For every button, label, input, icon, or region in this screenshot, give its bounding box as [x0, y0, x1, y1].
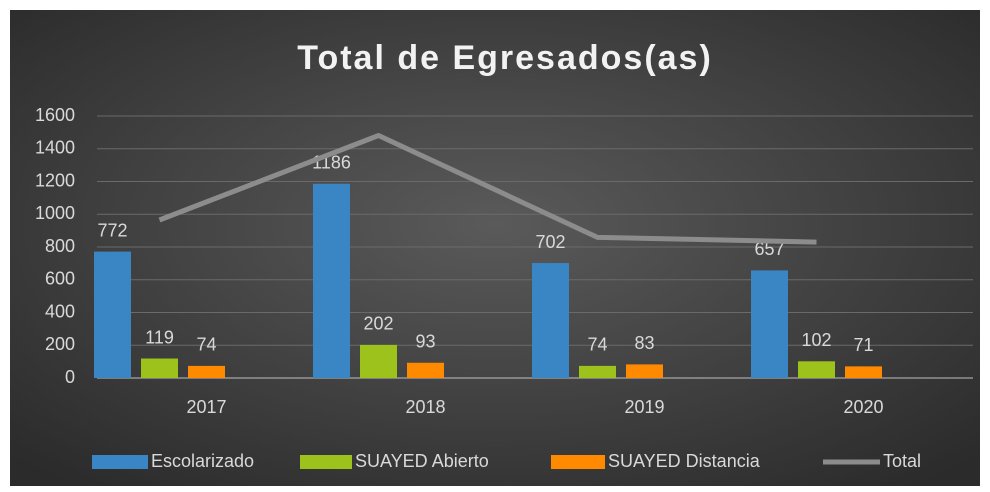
x-tick-label: 2019 [624, 397, 664, 417]
y-tick-label: 400 [45, 301, 75, 321]
y-tick-label: 200 [45, 334, 75, 354]
legend-label: Escolarizado [151, 451, 254, 471]
bar [188, 365, 225, 378]
data-label: 102 [801, 330, 831, 350]
y-tick-label: 1200 [35, 170, 75, 190]
data-label: 71 [853, 335, 873, 355]
y-tick-label: 600 [45, 269, 75, 289]
data-label: 772 [97, 220, 127, 240]
y-tick-label: 1400 [35, 138, 75, 158]
y-tick-label: 1000 [35, 203, 75, 223]
data-label: 93 [415, 332, 435, 352]
x-tick-label: 2018 [405, 397, 445, 417]
bar [798, 361, 835, 378]
data-label: 83 [634, 333, 654, 353]
data-label: 657 [754, 239, 784, 259]
data-label: 119 [145, 327, 174, 347]
line [158, 132, 817, 245]
bar [626, 364, 663, 378]
chart-title: Total de Egresados(as) [297, 39, 713, 77]
bar [845, 366, 882, 378]
bar [141, 358, 178, 378]
y-tick-label: 1600 [35, 105, 75, 125]
legend-label: SUAYED Abierto [355, 451, 489, 471]
legend-label: Total [883, 451, 921, 471]
chart-background [10, 10, 980, 486]
x-tick-label: 2017 [186, 397, 226, 417]
legend-swatch [300, 455, 352, 469]
data-label: 202 [363, 314, 393, 334]
bar [313, 183, 350, 378]
legend-label: SUAYED Distancia [608, 451, 761, 471]
bar [751, 270, 788, 378]
x-tick-label: 2020 [843, 397, 883, 417]
data-label: 702 [535, 232, 565, 252]
bar [579, 365, 616, 378]
bar [407, 362, 444, 378]
data-label: 74 [587, 335, 607, 355]
legend-swatch [551, 455, 605, 469]
data-label: 74 [196, 335, 216, 355]
bar [360, 344, 397, 378]
y-tick-label: 0 [65, 367, 75, 387]
legend-swatch [92, 455, 148, 469]
bar [94, 251, 131, 378]
bar [532, 263, 569, 378]
y-tick-label: 800 [45, 236, 75, 256]
